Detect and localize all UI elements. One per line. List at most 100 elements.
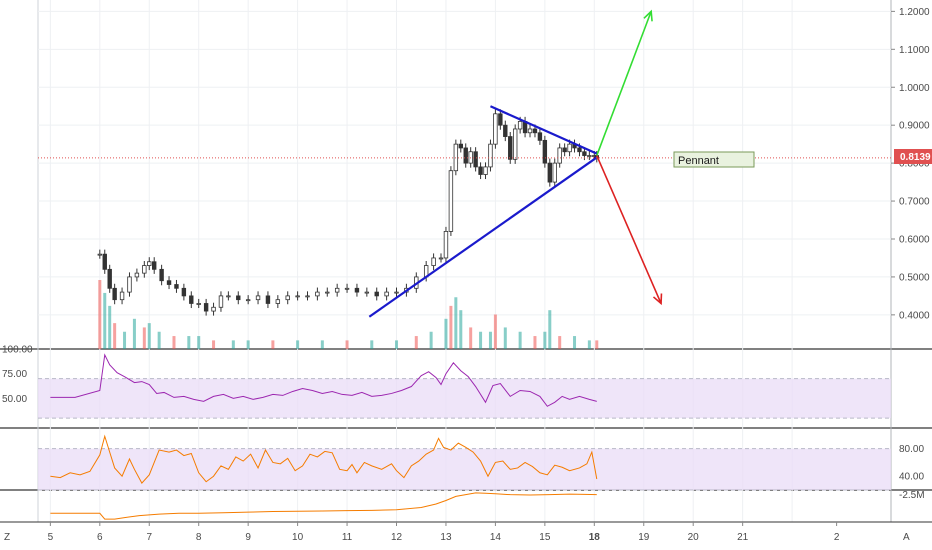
time-axis[interactable]: 5 6 7 8 9 10 11 12 13 14 15 18 19 20 21 2 xyxy=(0,521,932,550)
candle-body-16 xyxy=(203,303,209,312)
candle-body-56 xyxy=(512,128,518,160)
candle-body-69 xyxy=(577,147,582,153)
rsi-line xyxy=(50,353,597,407)
candle-body-41 xyxy=(438,257,444,260)
candle-body-48 xyxy=(473,151,478,168)
candle-body-6 xyxy=(134,272,140,278)
price-axis[interactable]: 1.2000 1.1000 1.0000 0.9000 0.8000 0.7000 0.60… xyxy=(891,7,930,321)
volume-bar-9 xyxy=(172,336,176,349)
lower-indicator-line xyxy=(50,492,597,520)
volume-bar-16 xyxy=(296,340,300,349)
volume-bar-8 xyxy=(157,331,161,349)
volume-bar-2 xyxy=(108,305,112,349)
price-tick-label-7: 0.5000 xyxy=(899,272,930,283)
volume-bar-4 xyxy=(123,331,127,349)
time-tick-label-15: 2 xyxy=(834,532,840,543)
candle-body-70 xyxy=(582,151,587,156)
rsi-tick-label-0: 100.00 xyxy=(2,345,33,356)
volume-bar-3 xyxy=(113,323,117,349)
candle-body-20 xyxy=(236,295,241,301)
candle-body-61 xyxy=(537,132,543,141)
time-axis-bg xyxy=(0,522,932,550)
candle-body-43 xyxy=(448,170,454,232)
candle-body-30 xyxy=(334,287,340,293)
volume-bar-28 xyxy=(479,331,483,349)
price-tick-label-5: 0.7000 xyxy=(899,197,930,208)
axis-corner-left[interactable]: Z xyxy=(4,532,10,543)
price-tick-label-6: 0.6000 xyxy=(899,234,930,245)
volume-bar-18 xyxy=(345,340,349,349)
candle-body-50 xyxy=(483,166,488,175)
candle-body-57 xyxy=(517,120,523,130)
axis-corner-right[interactable]: A xyxy=(903,532,910,543)
volume-bar-14 xyxy=(246,340,250,349)
price-tick-label-2: 1.0000 xyxy=(899,83,930,94)
time-tick-label-14: 21 xyxy=(737,532,749,543)
candle-body-13 xyxy=(181,287,187,297)
candle-body-25 xyxy=(285,295,290,301)
stoch-band xyxy=(38,448,891,490)
time-tick-label-9: 14 xyxy=(490,532,502,543)
candle-body-64 xyxy=(552,162,557,183)
candle-body-22 xyxy=(255,295,261,301)
stochastic-pane[interactable] xyxy=(50,434,598,484)
candle-body-19 xyxy=(226,295,231,298)
pennant-label[interactable]: Pennant xyxy=(673,151,755,168)
candle-body-60 xyxy=(532,128,538,134)
candle-body-51 xyxy=(488,143,493,168)
candle-body-55 xyxy=(508,136,513,160)
volume-bar-0 xyxy=(98,280,102,349)
candle-body-59 xyxy=(527,128,533,134)
rsi-band xyxy=(38,378,891,419)
indicator-axes: 100.00 75.00 50.00 80.00 40.00 -2.5M xyxy=(2,345,925,501)
candle-body-31 xyxy=(344,287,350,290)
price-tick-label-0: 1.2000 xyxy=(899,7,930,18)
candle-body-35 xyxy=(384,291,389,297)
volume-bar-7 xyxy=(147,323,151,349)
volume-bar-20 xyxy=(395,340,399,349)
rsi-pane[interactable] xyxy=(50,353,597,407)
volume-bar-12 xyxy=(212,340,216,349)
volume-bar-32 xyxy=(518,331,522,349)
time-tick-label-4: 9 xyxy=(245,532,251,543)
time-tick-label-0: 5 xyxy=(48,532,54,543)
candle-body-53 xyxy=(498,113,503,126)
candle-body-66 xyxy=(562,147,567,153)
volume-bar-26 xyxy=(459,310,463,349)
projection-arrows[interactable] xyxy=(596,9,663,306)
time-tick-label-13: 20 xyxy=(688,532,700,543)
candle-body-12 xyxy=(174,284,179,289)
price-tick-label-1: 1.1000 xyxy=(899,45,930,56)
time-tick-label-2: 7 xyxy=(146,532,152,543)
candle-body-46 xyxy=(463,147,468,164)
rsi-tick-label-2: 50.00 xyxy=(2,394,27,405)
volume-bar-19 xyxy=(370,340,374,349)
price-tick-label-4: 0.8000 xyxy=(899,159,930,170)
last-price-tag: 0.8139 xyxy=(894,149,932,164)
volume-bar-1 xyxy=(103,292,107,349)
candle-body-26 xyxy=(295,295,300,298)
candle-body-34 xyxy=(374,291,379,297)
volume-bar-24 xyxy=(449,305,453,349)
price-tick-label-8: 0.4000 xyxy=(899,310,930,321)
bearish-arrow-head xyxy=(652,293,663,306)
candle-body-33 xyxy=(364,291,370,294)
price-pane[interactable] xyxy=(38,9,891,349)
lower-indicator-pane[interactable] xyxy=(50,492,597,520)
volume-bar-10 xyxy=(187,336,191,349)
lower-tick-label-0: -2.5M xyxy=(899,490,925,501)
candle-body-63 xyxy=(547,162,552,183)
candle-body-1 xyxy=(102,253,107,270)
candle-body-29 xyxy=(325,291,330,294)
volume-bar-29 xyxy=(488,331,492,349)
candle-body-40 xyxy=(431,257,436,266)
pennant-trendlines[interactable] xyxy=(368,105,598,318)
price-candles xyxy=(97,109,599,316)
volume-bar-35 xyxy=(548,310,552,349)
time-tick-label-5: 10 xyxy=(292,532,304,543)
candle-body-18 xyxy=(218,295,224,308)
pennant-label-box xyxy=(673,151,755,168)
candle-body-67 xyxy=(567,143,572,153)
volume-bar-25 xyxy=(454,297,458,349)
